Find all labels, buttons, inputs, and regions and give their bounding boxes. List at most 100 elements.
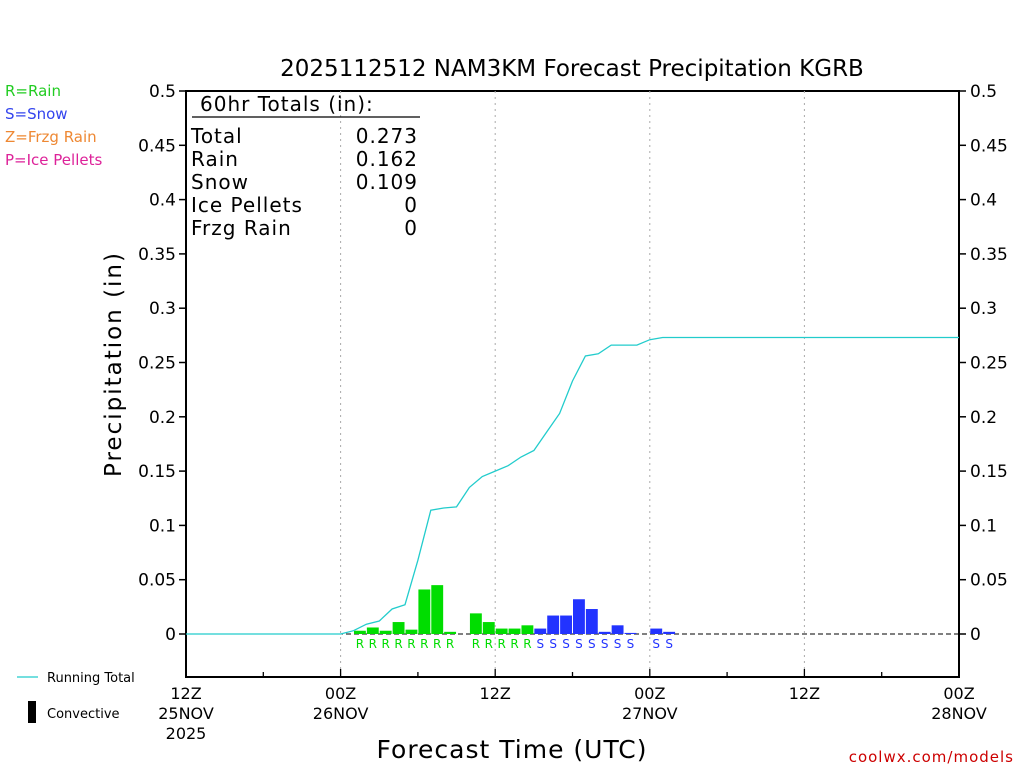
ptype-label: R (510, 637, 518, 651)
totals-label: Rain (191, 147, 239, 171)
totals-value: 0.109 (356, 170, 418, 194)
precip-bar (508, 628, 521, 634)
precip-bar (366, 627, 379, 634)
y-tick-label-right: 0 (970, 625, 981, 645)
chart-title: 2025112512 NAM3KM Forecast Precipitation… (280, 56, 864, 82)
y-tick-label-right: 0.2 (970, 408, 997, 428)
y-tick-label-right: 0.25 (970, 354, 1008, 374)
precip-bar (379, 630, 392, 634)
totals-value: 0.162 (356, 147, 418, 171)
totals-box: 60hr Totals (in): Total 0.273 Rain 0.162 Snow… (190, 92, 420, 240)
ptype-label: S (549, 637, 557, 651)
y-tick-label-left: 0.45 (138, 136, 176, 156)
convective-legend-label: Convective (47, 707, 120, 722)
y-tick-label-left: 0.5 (149, 82, 176, 102)
ptype-label: R (420, 637, 428, 651)
precip-bar (431, 585, 444, 634)
grid-lines (340, 91, 805, 677)
ptype-label: S (536, 637, 544, 651)
x-tick-label: 27NOV (622, 704, 678, 723)
y-axis-left: 0 0.05 0.1 0.15 0.2 0.25 0.3 0.35 0.4 0.45 0.5 (138, 82, 186, 645)
precip-bar (353, 630, 366, 634)
ptype-legend-item: Z=Frzg Rain (5, 128, 97, 146)
precip-bar (624, 632, 637, 634)
y-axis-right: 0 0.05 0.1 0.15 0.2 0.25 0.3 0.35 0.4 0.45 0.5 (959, 82, 1008, 645)
ptype-label: S (588, 637, 596, 651)
y-tick-label-left: 0.35 (138, 245, 176, 265)
ptype-label: R (446, 637, 454, 651)
ptype-label: S (627, 637, 635, 651)
ptype-label: R (485, 637, 493, 651)
precip-bar (547, 615, 560, 634)
x-tick-label: 26NOV (313, 704, 369, 723)
precip-bar (598, 631, 611, 634)
totals-header: 60hr Totals (in): (200, 92, 374, 116)
y-tick-label-left: 0.05 (138, 571, 176, 591)
precip-bars (353, 585, 676, 634)
ptype-label: S (562, 637, 570, 651)
precip-bar (560, 615, 572, 634)
precip-bar (611, 625, 624, 634)
precip-bar (534, 628, 547, 634)
y-tick-label-left: 0 (165, 625, 176, 645)
x-tick-label: 00Z (634, 684, 665, 703)
convective-legend-swatch (28, 701, 36, 723)
y-tick-label-right: 0.05 (970, 571, 1008, 591)
totals-label: Ice Pellets (191, 193, 303, 217)
ptype-legend: R=Rain S=Snow Z=Frzg Rain P=Ice Pellets (5, 82, 102, 169)
ptype-label: R (523, 637, 531, 651)
ptype-label: S (601, 637, 609, 651)
x-tick-label: 2025 (166, 724, 207, 743)
x-axis-label: Forecast Time (UTC) (377, 735, 648, 764)
precip-bar (495, 628, 508, 634)
ptype-label: S (575, 637, 583, 651)
y-tick-label-left: 0.1 (149, 516, 176, 536)
y-tick-label-left: 0.3 (149, 299, 176, 319)
y-tick-label-right: 0.3 (970, 299, 997, 319)
totals-label: Total (190, 124, 243, 148)
bottom-legend: Running Total Convective (17, 671, 135, 723)
ptype-legend-item: S=Snow (5, 105, 68, 123)
ptype-label: S (614, 637, 622, 651)
x-tick-label: 28NOV (931, 704, 987, 723)
totals-value: 0.273 (356, 124, 418, 148)
totals-value: 0 (404, 216, 418, 240)
ptype-label: S (665, 637, 673, 651)
x-tick-label: 12Z (789, 684, 820, 703)
ptype-label: R (382, 637, 390, 651)
precip-bar (482, 622, 495, 634)
precip-bar (663, 631, 676, 634)
y-tick-label-right: 0.15 (970, 462, 1008, 482)
y-tick-label-right: 0.4 (970, 191, 997, 211)
x-tick-label: 00Z (943, 684, 974, 703)
precip-bar (521, 625, 534, 634)
y-tick-label-right: 0.5 (970, 82, 997, 102)
precip-bar (405, 629, 418, 634)
precip-bar (469, 613, 482, 634)
x-tick-label: 25NOV (158, 704, 214, 723)
ptype-label: R (472, 637, 480, 651)
y-tick-label-right: 0.1 (970, 516, 997, 536)
totals-label: Snow (191, 170, 249, 194)
ptype-legend-item: P=Ice Pellets (5, 151, 102, 169)
y-tick-label-right: 0.35 (970, 245, 1008, 265)
precip-bar (418, 589, 431, 634)
x-tick-label: 00Z (325, 684, 356, 703)
x-tick-label: 12Z (480, 684, 511, 703)
ptype-label: R (497, 637, 505, 651)
precip-bar (573, 599, 585, 634)
totals-value: 0 (404, 193, 418, 217)
precip-bar (650, 628, 663, 634)
totals-label: Frzg Rain (191, 216, 292, 240)
ptype-legend-item: R=Rain (5, 82, 61, 100)
credit-text: coolwx.com/models (849, 748, 1014, 766)
y-tick-label-left: 0.15 (138, 462, 176, 482)
ptype-label: R (433, 637, 441, 651)
y-tick-label-left: 0.2 (149, 408, 176, 428)
y-tick-label-left: 0.25 (138, 354, 176, 374)
running-total-line (186, 336, 959, 635)
precip-bar (585, 609, 598, 634)
ptype-label: R (394, 637, 402, 651)
